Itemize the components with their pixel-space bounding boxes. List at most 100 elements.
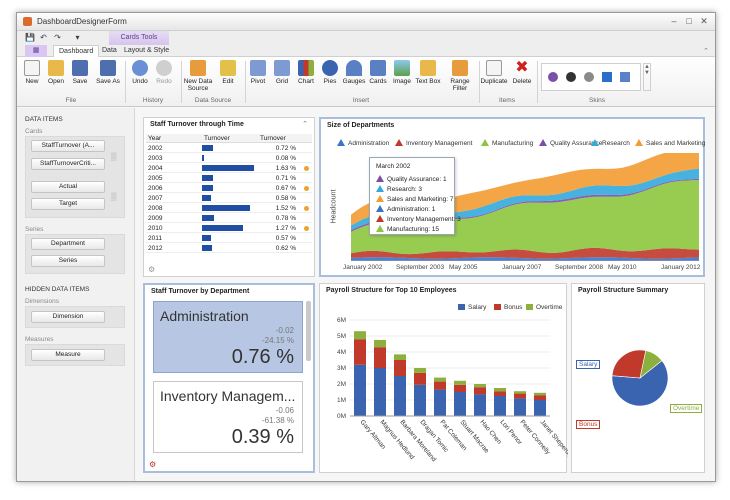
skins-gallery[interactable] bbox=[541, 63, 641, 91]
edit-data-source-button[interactable]: Edit bbox=[215, 60, 241, 85]
undo-button[interactable]: Undo bbox=[127, 60, 153, 85]
target-field[interactable]: Target bbox=[31, 198, 105, 210]
payroll-chart-card[interactable]: Payroll Structure for Top 10 Employees S… bbox=[319, 283, 568, 474]
measure-field[interactable]: Measure bbox=[31, 349, 105, 361]
customize-icon[interactable]: ▾ bbox=[75, 33, 80, 42]
file-tab[interactable]: ▦ bbox=[25, 45, 47, 57]
close-button[interactable]: ✕ bbox=[700, 16, 708, 26]
pie-chart-card[interactable]: Payroll Structure Summary Salary Bonus Ove… bbox=[571, 283, 705, 473]
duplicate-button[interactable]: Duplicate bbox=[479, 60, 509, 85]
cards-item-staff-turnover-critical[interactable]: StaffTurnoverCriti... bbox=[31, 158, 105, 170]
clear-filter-icon[interactable]: ⚙ bbox=[149, 460, 157, 469]
kpi-delta-absolute: -0.06 bbox=[275, 406, 294, 415]
collapse-icon[interactable]: ⌃ bbox=[302, 121, 308, 128]
skin-icon[interactable] bbox=[566, 72, 576, 82]
table-row[interactable]: 2004 1.63 % bbox=[146, 164, 312, 173]
year-column-header[interactable]: Year bbox=[148, 135, 162, 142]
bar-segment bbox=[514, 391, 526, 394]
y-tick-label: 2M bbox=[337, 381, 346, 388]
dimension-field[interactable]: Dimension bbox=[31, 311, 105, 323]
tab-layout-style[interactable]: Layout & Style bbox=[124, 47, 170, 54]
insert-gauges-button[interactable]: Gauges bbox=[341, 60, 367, 85]
table-row[interactable]: 2008 1.52 % bbox=[146, 204, 312, 213]
tab-data[interactable]: Data bbox=[102, 47, 117, 54]
bar-segment bbox=[514, 398, 526, 416]
legend-item[interactable]: Manufacturing bbox=[481, 139, 533, 147]
actual-field[interactable]: Actual bbox=[31, 181, 105, 193]
redo-icon[interactable]: ↷ bbox=[54, 33, 61, 42]
insert-image-button[interactable]: Image bbox=[389, 60, 415, 85]
table-row[interactable]: 2011 0.57 % bbox=[146, 234, 312, 243]
maximize-button[interactable]: □ bbox=[686, 16, 692, 26]
table-row[interactable]: 2007 0.58 % bbox=[146, 194, 312, 203]
kpi-card-administration[interactable]: Administration -0.02 -24.15 % 0.76 % bbox=[153, 301, 303, 373]
year-cell: 2010 bbox=[148, 225, 163, 232]
table-row[interactable]: 2012 0.62 % bbox=[146, 244, 312, 253]
legend-item[interactable]: Inventory Management bbox=[395, 139, 472, 147]
legend-item[interactable]: Overtime bbox=[526, 304, 562, 311]
legend-item[interactable]: Sales and Marketing bbox=[635, 139, 705, 147]
table-row[interactable]: 2002 0.72 % bbox=[146, 144, 312, 153]
series-field[interactable]: Series bbox=[31, 255, 105, 267]
kpi-name: Administration bbox=[160, 308, 249, 324]
turnover-cards-card[interactable]: Staff Turnover by Department Administrat… bbox=[143, 283, 315, 473]
turnover-value-cell: 1.52 % bbox=[275, 205, 296, 212]
turnover-value-column-header[interactable]: Turnover bbox=[260, 135, 286, 142]
insert-grid-button[interactable]: Grid bbox=[269, 60, 295, 85]
window-title: DashboardDesignerForm bbox=[37, 17, 127, 26]
collapse-ribbon-icon[interactable]: ⌃ bbox=[703, 48, 709, 55]
departments-chart-card[interactable]: Size of Departments Administration Invent… bbox=[319, 117, 705, 277]
save-icon[interactable]: 💾 bbox=[25, 33, 35, 42]
insert-range-filter-button[interactable]: Range Filter bbox=[445, 60, 475, 92]
skin-icon[interactable] bbox=[548, 72, 558, 82]
save-button[interactable]: Save bbox=[67, 60, 93, 85]
turnover-grid-card[interactable]: Staff Turnover through Time ⌃ Year Turno… bbox=[143, 117, 315, 277]
insert-cards-button[interactable]: Cards bbox=[365, 60, 391, 85]
table-row[interactable]: 2006 0.67 % bbox=[146, 184, 312, 193]
tab-dashboard[interactable]: Dashboard bbox=[53, 45, 100, 57]
year-cell: 2007 bbox=[148, 195, 163, 202]
skins-scroll-icon[interactable]: ▲ ▼ bbox=[643, 63, 651, 91]
chart-tooltip: March 2002 Quality Assurance: 1 Research:… bbox=[369, 157, 461, 235]
table-row[interactable]: 2009 0.78 % bbox=[146, 214, 312, 223]
legend-item[interactable]: Administration bbox=[337, 139, 389, 147]
bar-segment bbox=[414, 384, 426, 416]
table-row[interactable]: 2003 0.08 % bbox=[146, 154, 312, 163]
payroll-pie-chart[interactable] bbox=[572, 284, 706, 474]
open-button[interactable]: Open bbox=[43, 60, 69, 85]
tooltip-marker-icon bbox=[376, 225, 384, 232]
save-as-button[interactable]: Save As bbox=[93, 60, 123, 85]
cards-item-staff-turnover[interactable]: StaffTurnover (A... bbox=[31, 140, 105, 152]
kpi-card-inventory-management[interactable]: Inventory Managem... -0.06 -61.38 % 0.39… bbox=[153, 381, 303, 453]
table-row[interactable]: 2005 0.71 % bbox=[146, 174, 312, 183]
year-cell: 2009 bbox=[148, 215, 163, 222]
year-cell: 2003 bbox=[148, 155, 163, 162]
undo-icon[interactable]: ↶ bbox=[40, 33, 47, 42]
turnover-bar bbox=[202, 225, 243, 231]
legend-item[interactable]: Salary bbox=[458, 304, 486, 311]
insert-text-box-button[interactable]: Text Box bbox=[413, 60, 443, 85]
delete-button[interactable]: ✖ Delete bbox=[512, 59, 532, 86]
redo-button[interactable]: Redo bbox=[151, 60, 177, 85]
minimize-button[interactable]: – bbox=[671, 16, 677, 26]
turnover-value-cell: 0.08 % bbox=[275, 155, 296, 162]
new-data-source-button[interactable]: New Data Source bbox=[183, 60, 213, 92]
turnover-bar-column-header[interactable]: Turnover bbox=[204, 135, 230, 142]
insert-chart-button[interactable]: Chart bbox=[293, 60, 319, 85]
skin-icon[interactable] bbox=[620, 72, 630, 82]
tooltip-value: Inventory Management: 3 bbox=[387, 216, 461, 223]
cards-scrollbar[interactable] bbox=[306, 301, 311, 361]
insert-pivot-button[interactable]: Pivot bbox=[245, 60, 271, 85]
new-button[interactable]: New bbox=[19, 60, 45, 85]
legend-item[interactable]: Quality Assurance bbox=[539, 139, 602, 147]
skin-icon[interactable] bbox=[602, 72, 612, 82]
legend-item[interactable]: Bonus bbox=[494, 304, 522, 311]
legend-item[interactable]: Research bbox=[591, 139, 630, 147]
filter-icon[interactable]: ⚙ bbox=[148, 265, 156, 274]
insert-pies-button[interactable]: Pies bbox=[317, 60, 343, 85]
skin-icon[interactable] bbox=[584, 72, 594, 82]
department-field[interactable]: Department bbox=[31, 238, 105, 250]
legend-label: Sales and Marketing bbox=[646, 140, 706, 147]
table-row[interactable]: 2010 1.27 % bbox=[146, 224, 312, 233]
